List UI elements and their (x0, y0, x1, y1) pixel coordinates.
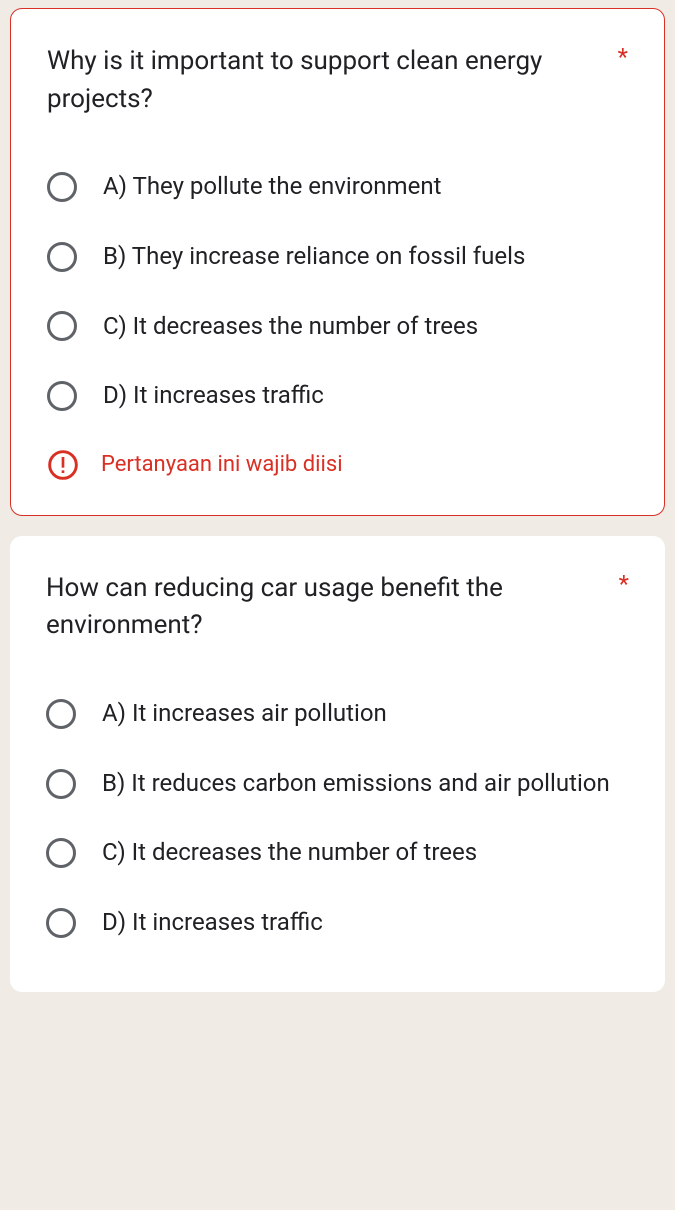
radio-option-b[interactable]: B) It reduces carbon emissions and air p… (46, 749, 629, 819)
option-label: B) It reduces carbon emissions and air p… (102, 767, 610, 801)
radio-icon (47, 311, 77, 341)
radio-icon (46, 908, 76, 938)
radio-icon (47, 381, 77, 411)
error-text: Pertanyaan ini wajib diisi (101, 452, 343, 477)
option-label: A) It increases air pollution (102, 697, 387, 731)
radio-option-b[interactable]: B) They increase reliance on fossil fuel… (47, 222, 628, 292)
radio-icon (47, 242, 77, 272)
radio-option-a[interactable]: A) They pollute the environment (47, 152, 628, 222)
radio-option-d[interactable]: D) It increases traffic (46, 888, 629, 958)
radio-option-c[interactable]: C) It decreases the number of trees (46, 818, 629, 888)
question-card-2: How can reducing car usage benefit the e… (10, 536, 665, 992)
question-title-row: How can reducing car usage benefit the e… (46, 570, 629, 645)
radio-icon (46, 769, 76, 799)
error-message-row: Pertanyaan ini wajib diisi (47, 449, 628, 481)
question-text: Why is it important to support clean ene… (47, 43, 608, 118)
error-icon (47, 449, 79, 481)
option-label: D) It increases traffic (103, 379, 324, 413)
question-card-1: Why is it important to support clean ene… (10, 8, 665, 516)
radio-option-d[interactable]: D) It increases traffic (47, 361, 628, 431)
radio-icon (46, 838, 76, 868)
option-label: A) They pollute the environment (103, 170, 441, 204)
question-text: How can reducing car usage benefit the e… (46, 570, 609, 645)
option-label: C) It decreases the number of trees (103, 310, 478, 344)
question-title-row: Why is it important to support clean ene… (47, 43, 628, 118)
required-asterisk: * (618, 43, 628, 72)
radio-icon (46, 699, 76, 729)
option-label: D) It increases traffic (102, 906, 323, 940)
radio-icon (47, 172, 77, 202)
required-asterisk: * (619, 570, 629, 599)
radio-option-a[interactable]: A) It increases air pollution (46, 679, 629, 749)
option-label: B) They increase reliance on fossil fuel… (103, 240, 525, 274)
radio-option-c[interactable]: C) It decreases the number of trees (47, 292, 628, 362)
option-label: C) It decreases the number of trees (102, 836, 477, 870)
